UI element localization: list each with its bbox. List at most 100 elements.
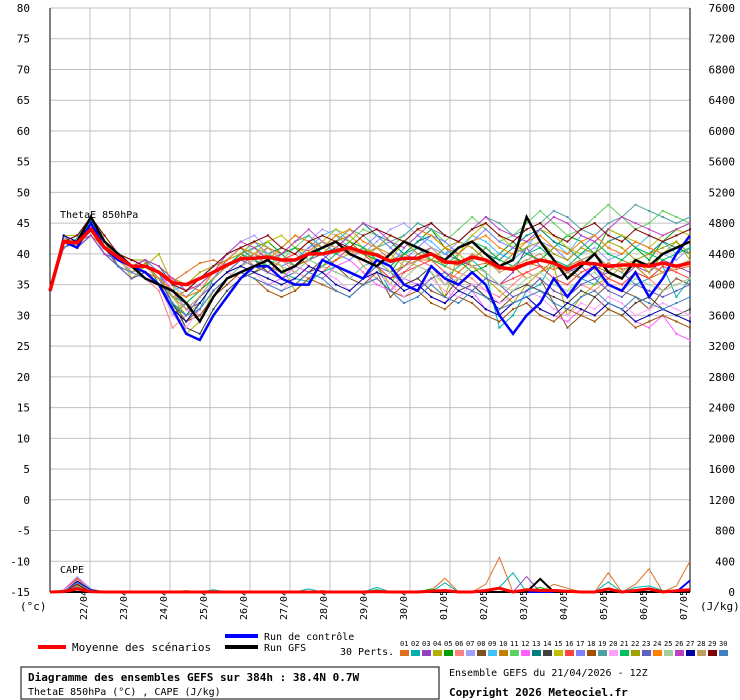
theta-pert-point (239, 255, 242, 258)
theta-pert-point (185, 314, 188, 317)
theta-pert-point (511, 302, 514, 305)
theta-pert-point (253, 259, 256, 262)
legend-pert-number: 09 (488, 640, 496, 648)
theta-pert-point (253, 240, 256, 243)
theta-pert-point (566, 265, 569, 268)
theta-pert-point (593, 320, 596, 323)
theta-pert-point (212, 277, 215, 280)
theta-pert-point (266, 277, 269, 280)
theta-pert-point (580, 283, 583, 286)
theta-pert-point (607, 259, 610, 262)
theta-pert-point (280, 295, 283, 298)
theta-pert-point (511, 295, 514, 298)
legend-pert-number: 08 (477, 640, 485, 648)
theta-pert-point (675, 228, 678, 231)
right-tick-label: 1200 (709, 494, 736, 507)
date-tick-label: 03/05 (519, 590, 530, 620)
theta-plot-label: ThetaE 850hPa (60, 210, 138, 221)
theta-pert-point (689, 320, 691, 323)
right-tick-label: 7600 (709, 2, 736, 15)
theta-pert-point (430, 228, 433, 231)
theta-pert-point (566, 222, 569, 225)
theta-pert-point (648, 228, 651, 231)
theta-pert-point (239, 252, 242, 255)
theta-pert-point (348, 234, 351, 237)
theta-pert-point (185, 320, 188, 323)
theta-pert-point (593, 314, 596, 317)
theta-pert-point (566, 283, 569, 286)
theta-pert-point (348, 228, 351, 231)
right-axis-unit: (J/kg) (700, 600, 740, 613)
theta-pert-point (484, 314, 487, 317)
legend-pert-swatch (697, 650, 706, 656)
right-tick-label: 6800 (709, 63, 736, 76)
theta-pert-point (593, 295, 596, 298)
theta-pert-point (484, 289, 487, 292)
theta-pert-point (321, 271, 324, 274)
theta-pert-point (321, 283, 324, 286)
theta-pert-point (375, 234, 378, 237)
theta-pert-point (498, 289, 501, 292)
theta-pert-point (403, 222, 406, 225)
legend-pert-number: 16 (565, 640, 573, 648)
theta-pert-point (307, 280, 310, 283)
theta-pert-point (484, 234, 487, 237)
theta-pert-point (471, 228, 474, 231)
theta-pert-point (471, 302, 474, 305)
theta-pert-point (661, 271, 664, 274)
theta-pert-point (498, 308, 501, 311)
theta-pert-point (430, 222, 433, 225)
theta-pert-point (539, 222, 542, 225)
right-tick-label: 6400 (709, 94, 736, 107)
date-tick-label: 29/04 (359, 590, 370, 620)
theta-pert-point (280, 289, 283, 292)
theta-pert-point (525, 246, 528, 249)
theta-pert-point (661, 234, 664, 237)
theta-pert-point (593, 234, 596, 237)
legend-pert-swatch (631, 650, 640, 656)
theta-pert-point (430, 240, 433, 243)
theta-pert-point (648, 262, 651, 265)
theta-pert-point (634, 203, 637, 206)
theta-pert-point (634, 222, 637, 225)
date-tick-label: 25/04 (199, 590, 210, 620)
theta-pert-point (593, 271, 596, 274)
theta-pert-point (362, 240, 365, 243)
theta-pert-point (498, 259, 501, 262)
theta-pert-point (403, 234, 406, 237)
right-tick-label: 2800 (709, 371, 736, 384)
theta-pert-point (185, 289, 188, 292)
theta-pert-point (661, 259, 664, 262)
theta-pert-point (403, 246, 406, 249)
theta-pert-point (620, 234, 623, 237)
theta-pert-point (389, 295, 392, 298)
theta-pert-point (580, 289, 583, 292)
theta-pert-point (552, 314, 555, 317)
legend-pert-swatch (609, 650, 618, 656)
theta-pert-point (416, 259, 419, 262)
theta-pert-point (76, 243, 79, 246)
theta-pert-point (403, 277, 406, 280)
theta-pert-point (675, 259, 678, 262)
theta-pert-point (416, 252, 419, 255)
theta-pert-point (430, 295, 433, 298)
theta-pert-point (580, 308, 583, 311)
theta-pert-point (484, 262, 487, 265)
theta-pert-point (321, 240, 324, 243)
legend-pert-swatch (664, 650, 673, 656)
theta-pert-point (580, 259, 583, 262)
theta-pert-point (511, 234, 514, 237)
theta-pert-point (566, 252, 569, 255)
left-tick-label: 75 (17, 33, 30, 46)
legend-pert-number: 11 (510, 640, 518, 648)
theta-pert-point (471, 295, 474, 298)
theta-pert-point (307, 249, 310, 252)
legend-pert-number: 02 (411, 640, 419, 648)
legend-pert-swatch (400, 650, 409, 656)
theta-pert-point (307, 246, 310, 249)
theta-pert-point (648, 246, 651, 249)
legend-pert-number: 24 (653, 640, 661, 648)
theta-pert-point (416, 265, 419, 268)
date-tick-label: 02/05 (479, 590, 490, 620)
theta-pert-point (484, 228, 487, 231)
